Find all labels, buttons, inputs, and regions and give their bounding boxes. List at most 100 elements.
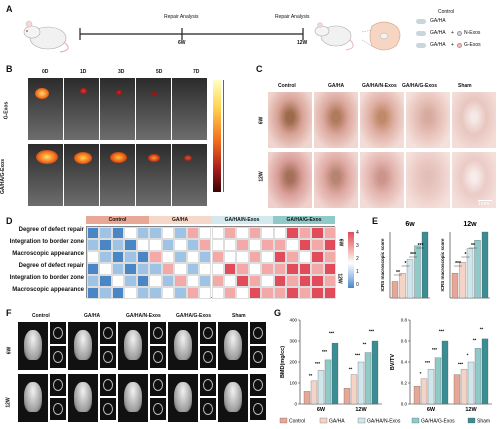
y-tick-label: 0.6 <box>401 339 408 344</box>
significance-label: * <box>420 371 422 376</box>
row-label-12w: 12W <box>258 171 265 182</box>
heatmap-cell <box>186 239 200 251</box>
heatmap-cell <box>111 239 125 251</box>
heatmap-cell <box>298 263 312 275</box>
heatmap-cell <box>99 275 112 287</box>
group-gaha-n: GA/HA/N-Exos <box>211 216 273 224</box>
group-gaha: GA/HA <box>149 216 211 224</box>
y-tick-label: 300 <box>289 339 297 344</box>
panel-a-letter: A <box>6 4 13 14</box>
heatmap-cell <box>99 263 112 275</box>
heatmap-cell <box>161 251 175 263</box>
legend-swatch <box>279 417 288 424</box>
heatmap-colorbar <box>348 232 354 288</box>
bone-render <box>174 382 192 412</box>
bone-section <box>103 403 113 415</box>
heatmap-cell <box>149 251 162 263</box>
significance-label: ** <box>480 326 484 331</box>
bar <box>413 386 421 405</box>
x-tick-label: 6W <box>317 407 326 413</box>
heatmap-cell <box>87 227 100 239</box>
panel-c: C Control GA/HA GA/HA/N-Exos GA/HA/G-Exo… <box>252 62 500 212</box>
row-label-12w: 12W <box>5 397 12 408</box>
panel-d-letter: D <box>6 216 13 226</box>
heatmap-cell <box>323 287 336 299</box>
heatmap-side-12w: 12W <box>336 273 343 284</box>
timeline-12w: 12W <box>297 40 308 46</box>
heatmap-cell <box>273 275 287 287</box>
panel-c-letter: C <box>256 64 263 74</box>
heatmap-cell <box>261 275 274 287</box>
heatmap-cell <box>124 227 137 239</box>
heatmap-cell <box>199 251 212 263</box>
y-axis-label: BV/TV <box>390 354 396 371</box>
heatmap-cell <box>186 275 200 287</box>
scaffold-icon <box>416 19 426 24</box>
heatmap-cell <box>124 239 137 251</box>
rat-illustration-2 <box>314 22 354 51</box>
legend-swatch <box>411 417 420 424</box>
bone-section <box>153 403 163 415</box>
significance-label: *** <box>369 329 375 334</box>
significance-label: *** <box>322 349 328 354</box>
day-label: 7D <box>193 69 200 75</box>
significance-label: *** <box>458 361 464 366</box>
heatmap-cell <box>211 275 224 287</box>
legend-gaha: GA/HA <box>430 18 446 24</box>
heatmap-cell <box>186 287 200 299</box>
bone-section <box>103 327 113 339</box>
heatmap-cell <box>261 263 274 275</box>
heatmap-cell <box>211 263 224 275</box>
row-label: Integration to border zone <box>9 239 84 245</box>
heatmap-cell <box>211 227 224 239</box>
heatmap-cell <box>174 227 187 239</box>
heatmap-cell <box>286 275 299 287</box>
bar <box>357 361 365 405</box>
exosome-icon <box>457 31 462 36</box>
significance-label: * <box>405 261 407 267</box>
heatmap-cell <box>223 263 237 275</box>
panel-g: G BMD(mg/cc) 0 100 200 300 400 6W ** *** *** *** 12… <box>272 308 500 429</box>
bone-render <box>24 330 42 360</box>
heatmap-cell <box>298 227 312 239</box>
y-tick-label: 0.2 <box>401 381 408 386</box>
y-axis-label: ICRS macroscopic score <box>380 238 385 292</box>
heatmap-cell <box>211 239 224 251</box>
legend-label: GA/HA <box>329 419 345 425</box>
bone-section <box>103 351 113 363</box>
panel-f-letter: F <box>6 308 12 318</box>
panel-d: D Control GA/HA GA/HA/N-Exos GA/HA/G-Exo… <box>0 214 365 306</box>
col-label: Sham <box>458 83 472 89</box>
significance-label: ** <box>471 243 475 249</box>
row-label: Macroscopic appearance <box>12 251 84 257</box>
heatmap-cell <box>111 251 125 263</box>
rat-illustration <box>23 20 69 53</box>
repair-analysis-label-2: Repair Analysis <box>275 14 310 20</box>
legend-control: Control <box>438 9 455 15</box>
significance-label: *** <box>425 360 431 365</box>
repair-analysis-label-1: Repair Analysis <box>164 14 199 20</box>
bone-section <box>153 351 163 363</box>
bone-section <box>153 327 163 339</box>
significance-label: ** <box>396 270 400 276</box>
heatmap-cell <box>174 287 187 299</box>
heatmap-cell <box>161 275 175 287</box>
significance-label: *** <box>315 361 321 366</box>
col-label: GA/HA/N-Exos <box>362 83 397 89</box>
timeline-6w: 6W <box>178 40 186 46</box>
heatmap-cell <box>111 287 125 299</box>
heatmap-row-labels: Degree of defect repair Integration to b… <box>6 226 86 300</box>
fluorescence-colorbar <box>213 80 221 192</box>
heatmap-cell <box>248 227 262 239</box>
heatmap-cell <box>87 251 100 263</box>
heatmap-cell <box>161 227 175 239</box>
heatmap-cell <box>261 227 274 239</box>
heatmap-cell <box>199 239 212 251</box>
bone-section <box>53 327 63 339</box>
treatment-legend: Control GA/HA GA/HA + N-Exos GA/HA + G-E… <box>414 10 498 58</box>
bone-section <box>103 379 113 391</box>
heatmap-cell <box>87 239 100 251</box>
bone-section <box>203 403 213 415</box>
bone-render <box>124 330 142 360</box>
bar <box>343 388 351 405</box>
